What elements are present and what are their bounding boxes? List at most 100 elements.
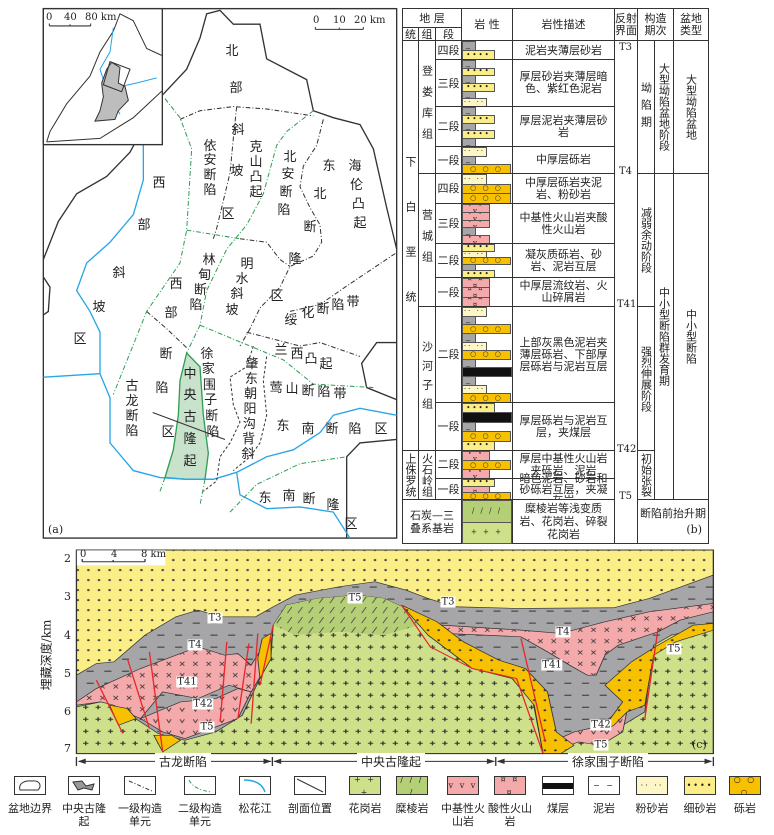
- legend-label: 剖面位置: [288, 802, 332, 815]
- legend-item-acid: ¤ ¤ ¤ 酸性火山岩: [485, 776, 535, 828]
- map-label-char: 断: [203, 167, 217, 183]
- reflector-label: T5: [347, 592, 363, 604]
- region-west-slope: 西部斜坡区: [73, 176, 166, 346]
- basin-type-large-depression: 大型坳陷盆地: [673, 40, 709, 174]
- map-label-char: 央: [183, 388, 197, 404]
- map-label-char: 坡: [225, 302, 239, 318]
- legend-item-uplift: 中央古隆起: [59, 776, 109, 828]
- description-cell: 暗色泥岩、砂岩和砂砾岩互层，夹凝灰岩: [512, 473, 615, 506]
- map-label-char: 带: [333, 386, 347, 402]
- cross-section-drawing: [75, 549, 715, 766]
- map-label-char: 兰: [274, 342, 288, 358]
- lithology-column-cell: ·· ·· − − ○ ○ ○: [461, 146, 513, 174]
- y-tick-7: 7: [64, 742, 71, 755]
- map-label-char: 南: [282, 488, 296, 504]
- map-panel-label: (a): [48, 523, 64, 536]
- basin-boundary-east: [360, 341, 397, 401]
- formation-shahezi: 沙河子组: [418, 306, 436, 451]
- map-label-char: 中: [183, 366, 197, 382]
- map-label-char: 陷: [125, 423, 139, 439]
- map-label-char: 围: [202, 377, 216, 393]
- map-label-char: 朝: [244, 386, 258, 402]
- map-label-char: 斜: [241, 446, 255, 462]
- formation-denglouku: 登娄库组: [418, 40, 436, 174]
- reflector-column: [614, 40, 638, 544]
- region-north-slope: 北部斜坡区: [221, 44, 245, 221]
- map-label-char: 化: [301, 305, 315, 321]
- map-label-char: 断: [316, 301, 330, 317]
- member-cell: 四段: [435, 173, 462, 204]
- legend-label: 二级构造单元: [178, 802, 222, 828]
- map-label-char: 北: [313, 186, 327, 202]
- map-label-char: 斜: [230, 287, 244, 303]
- legend-item-cong: ○ ○ ○ 砾岩: [720, 776, 770, 815]
- map-label-char: 明: [240, 256, 254, 272]
- main-scale-10: 10: [333, 15, 346, 26]
- map-label-char: 水: [235, 271, 249, 287]
- map-label-char: 断: [193, 282, 207, 298]
- map-label-char: 凸: [304, 351, 318, 367]
- lithology-layer-mylonite: / / / /: [462, 500, 512, 523]
- stage-pre-rift-uplift: 断陷前抬升期 (b): [637, 499, 709, 544]
- map-frame: [42, 7, 398, 539]
- period-weakening: 减弱余动阶段: [637, 173, 655, 307]
- river-branch: [43, 373, 351, 539]
- region-southeast-depression: 东南断陷区: [276, 419, 388, 436]
- legend-symbol-uplift: [68, 776, 100, 795]
- legend-item-section: 剖面位置: [285, 776, 335, 815]
- description-cell: 上部灰黑色泥岩夹薄层砾岩、下部厚层砾岩与泥岩互层: [512, 306, 615, 403]
- region-keshan-uplift: 克山凸起: [249, 140, 263, 199]
- map-label-char: 徐: [200, 346, 214, 362]
- legend-label: 中央古隆起: [62, 802, 106, 828]
- first-order-boundary: [146, 106, 397, 357]
- lithology-column-cell: ·· ·· − − ○ ○ ○ − − ·· ·· ○ ○ ○ − − − − ·· ·· ○ ○…: [461, 306, 513, 403]
- section-scale-0: 0: [80, 549, 87, 560]
- description-cell: 中厚层砾岩: [512, 146, 615, 174]
- map-label-char: 断: [159, 346, 173, 362]
- member-cell: 一段: [435, 402, 462, 451]
- legend-symbol-second: [184, 776, 216, 795]
- legend-symbol-volc: v v v: [447, 776, 479, 795]
- map-label-char: 斜: [112, 265, 126, 281]
- map-label-char: 北: [283, 149, 297, 165]
- map-label-char: 断: [279, 184, 293, 200]
- legend-label: 酸性火山岩: [488, 802, 532, 828]
- map-label-char: 东: [322, 158, 336, 174]
- section-scale-8: 8 km: [141, 549, 167, 560]
- legend-label: 糜棱岩: [395, 802, 429, 815]
- y-tick-5: 5: [64, 667, 71, 680]
- map-label-char: 海: [348, 158, 362, 174]
- basement-lithology-cell: / / / / + + +: [461, 499, 513, 544]
- reflector-label: T3: [207, 612, 223, 624]
- map-label-char: 起: [183, 453, 197, 469]
- map-label-char: 莺: [269, 380, 283, 396]
- lithology-layer-fine: ••••: [462, 67, 495, 77]
- member-cell: 一段: [435, 478, 462, 500]
- map-label-char: 区: [161, 424, 175, 440]
- description-cell: 中厚层砾岩夹泥岩、粉砂岩: [512, 173, 615, 204]
- legend-label: 泥岩: [593, 802, 615, 815]
- map-label-char: 起: [353, 215, 367, 231]
- legend-item-river: 松花江: [230, 776, 280, 815]
- member-cell: 二段: [435, 450, 462, 479]
- inset-province-outline: [46, 13, 163, 143]
- member-cell: 二段: [435, 106, 462, 147]
- map-label-char: 部: [164, 305, 178, 321]
- lithology-layer-fine: ••••: [462, 83, 495, 92]
- header-formation: 组: [418, 27, 436, 41]
- description-cell: 厚层泥岩夹薄层砂岩: [512, 106, 615, 147]
- stage-large-depression: 大型坳陷盆地阶段: [654, 40, 674, 174]
- basin-boundary-southeast: [346, 438, 397, 539]
- header-reflector: 反射界面: [614, 8, 638, 41]
- map-label-char: 林: [202, 252, 216, 268]
- map-label-char: 断: [325, 421, 339, 437]
- main-scale-0: 0: [313, 15, 320, 26]
- legend-item-mud: − − 泥岩: [579, 776, 629, 815]
- map-label-char: 山: [285, 382, 299, 397]
- map-label-char: 斜: [231, 122, 245, 138]
- map-label-char: 断: [125, 408, 139, 424]
- region-beian-depression: 北安断陷: [277, 150, 297, 217]
- unit-gulong: 古龙断陷: [155, 753, 212, 770]
- legend-symbol-section: [294, 776, 326, 795]
